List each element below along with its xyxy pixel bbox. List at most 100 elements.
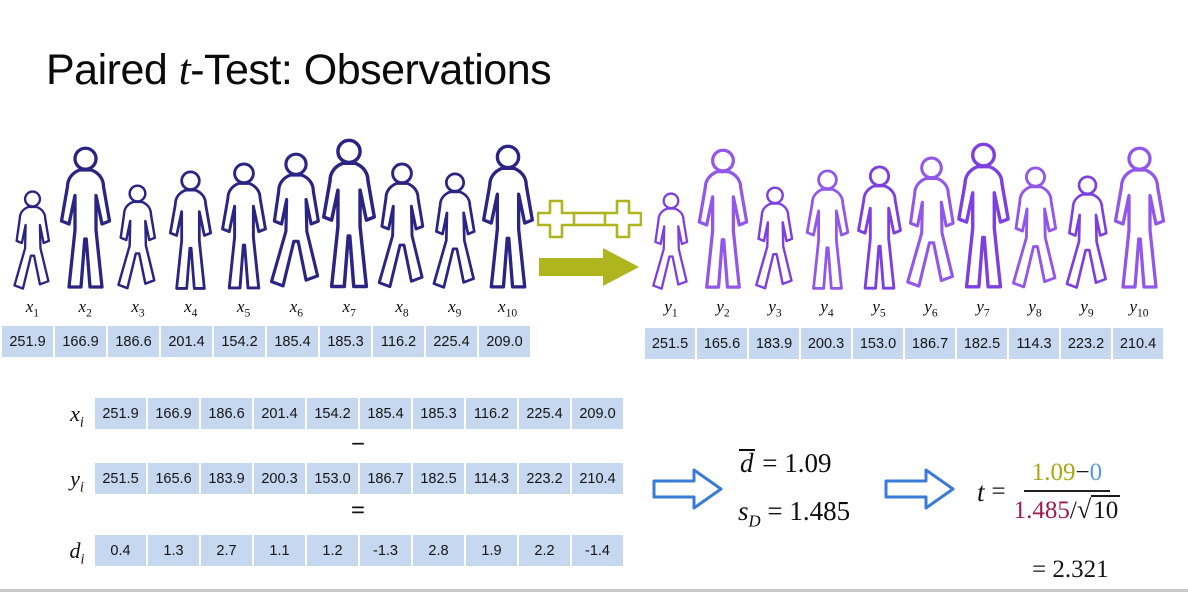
person-figure	[428, 172, 481, 296]
page-title: Paired t-Test: Observations	[46, 46, 552, 95]
right-arrow-icon	[539, 248, 639, 286]
sd-subscript: D	[748, 511, 761, 531]
t-formula: t = 1.09−0 1.485/√10	[977, 444, 1121, 540]
y-subject-label: y2	[716, 297, 730, 320]
x-subject-label: x5	[236, 297, 251, 320]
di-value-cell: 2.8	[413, 535, 464, 566]
y-value-cell: 223.2	[1061, 328, 1111, 359]
flow-arrow-2	[884, 466, 956, 517]
xi-value-cell: 185.4	[360, 398, 411, 429]
x-value-cell: 201.4	[161, 326, 212, 357]
yi-value-cell: 251.5	[95, 463, 146, 494]
yi-value-cell: 182.5	[413, 463, 464, 494]
y-value-cell: 183.9	[749, 328, 799, 359]
y-value-cell: 182.5	[957, 328, 1007, 359]
di-label-base: d	[69, 538, 81, 563]
yi-value-cell: 165.6	[148, 463, 199, 494]
person-figure	[1061, 175, 1113, 296]
person-figure	[645, 192, 697, 296]
y-value-cell: 210.4	[1113, 328, 1163, 359]
yi-value-cell: 183.9	[201, 463, 252, 494]
y-subject-label: y10	[1129, 297, 1149, 320]
person-figure	[217, 162, 270, 296]
person-figure	[112, 184, 165, 296]
left-people-group	[6, 138, 534, 296]
y-value-cell: 251.5	[645, 328, 695, 359]
xi-values-row: 251.9 166.9 186.6 201.4 154.2 185.4 185.3 116.2…	[95, 398, 623, 429]
formula-numerator: 1.09−0	[1023, 459, 1111, 492]
xi-value-cell: 186.6	[201, 398, 252, 429]
yi-value-cell: 210.4	[572, 463, 623, 494]
sd-equals: =	[767, 496, 783, 526]
yi-label-base: y	[70, 466, 80, 491]
numerator-minus: −	[1075, 459, 1090, 486]
x-subject-label: x9	[448, 297, 462, 320]
t-result: = 2.321	[1032, 556, 1109, 584]
sd-stat: sD = 1.485	[738, 496, 850, 531]
dbar-symbol: d	[738, 448, 755, 478]
di-value-cell: 2.7	[201, 535, 252, 566]
x-value-cell: 116.2	[373, 326, 424, 357]
dbar-equals: =	[762, 448, 778, 478]
yi-row-label: yi	[58, 466, 96, 496]
right-values-row: 251.5 165.6 183.9 200.3 153.0 186.7 182.5 114.3…	[645, 328, 1163, 359]
person-figure	[1009, 166, 1061, 296]
x-value-cell: 154.2	[214, 326, 265, 357]
person-figure	[376, 162, 429, 296]
dumbbell-icon	[536, 199, 643, 239]
xi-value-cell: 154.2	[307, 398, 358, 429]
y-subject-label: y3	[768, 297, 782, 320]
yi-value-cell: 114.3	[466, 463, 517, 494]
xi-value-cell: 116.2	[466, 398, 517, 429]
xi-value-cell: 185.3	[413, 398, 464, 429]
x-subject-label: x8	[395, 297, 409, 320]
x-subject-label: x1	[25, 297, 40, 320]
x-subject-label: x10	[498, 297, 518, 320]
y-subject-label: y9	[1080, 297, 1094, 320]
x-value-cell: 251.9	[2, 326, 53, 357]
person-figure	[956, 142, 1010, 296]
t-symbol: t	[977, 476, 985, 507]
x-subject-label: x4	[184, 297, 198, 320]
person-figure	[164, 170, 217, 296]
formula-denominator: 1.485/√10	[1014, 492, 1121, 525]
slide-bottom-border	[0, 589, 1188, 592]
formula-equals: =	[991, 478, 1006, 505]
xi-label-sub: i	[79, 414, 84, 431]
x-subject-label: x7	[342, 297, 356, 320]
y-subject-label: y6	[924, 297, 938, 320]
x-value-cell: 209.0	[479, 326, 530, 357]
block-right-arrow-icon	[652, 468, 723, 510]
numerator-zero: 0	[1089, 459, 1103, 486]
xi-value-cell: 225.4	[519, 398, 570, 429]
xi-row-label: xi	[58, 401, 96, 431]
x-value-cell: 185.3	[320, 326, 371, 357]
person-figure	[749, 186, 801, 296]
xi-value-cell: 166.9	[148, 398, 199, 429]
person-figure	[270, 152, 323, 296]
x-subject-label: x3	[131, 297, 145, 320]
xi-value-cell: 209.0	[572, 398, 623, 429]
sqrt-icon: √	[1076, 495, 1092, 524]
left-values-row: 251.9 166.9 186.6 201.4 154.2 185.4 185.3 116.2…	[2, 326, 530, 357]
equals-operator: =	[350, 497, 366, 524]
di-value-cell: 1.3	[148, 535, 199, 566]
person-figure	[481, 144, 534, 296]
right-people-group	[645, 142, 1165, 296]
di-value-cell: -1.3	[360, 535, 411, 566]
di-value-cell: 1.2	[307, 535, 358, 566]
xi-value-cell: 251.9	[95, 398, 146, 429]
y-value-cell: 186.7	[905, 328, 955, 359]
result-equals: =	[1032, 556, 1047, 583]
y-subject-label: y4	[820, 297, 834, 320]
person-figure	[853, 165, 905, 296]
y-subject-label: y8	[1028, 297, 1042, 320]
di-value-cell: 1.9	[466, 535, 517, 566]
person-figure	[6, 190, 59, 296]
person-figure	[322, 138, 377, 296]
y-subject-label: y7	[976, 297, 990, 320]
x-value-cell: 185.4	[267, 326, 318, 357]
person-figure	[1113, 146, 1165, 296]
di-label-sub: i	[80, 551, 85, 568]
x-value-cell: 186.6	[108, 326, 159, 357]
